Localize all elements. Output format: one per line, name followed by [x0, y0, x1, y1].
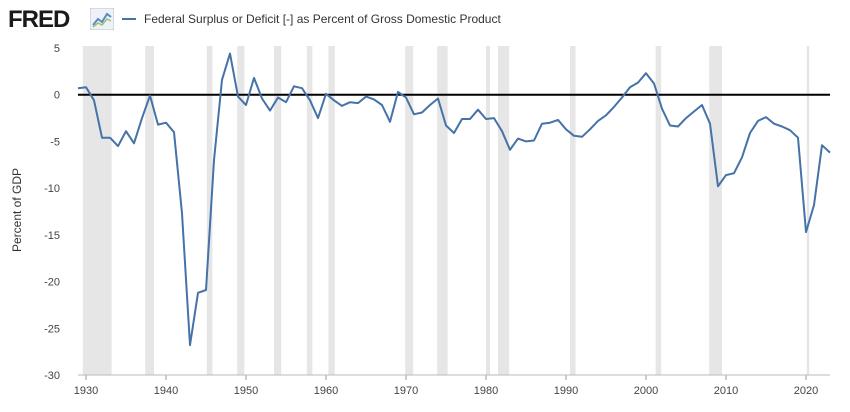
y-tick-label: -25: [44, 323, 60, 335]
x-tick-label: 1970: [394, 385, 418, 397]
y-tick-label: -5: [50, 136, 60, 148]
x-tick-label: 1940: [154, 385, 178, 397]
x-tick-label: 1930: [74, 385, 98, 397]
x-tick-label: 2000: [634, 385, 658, 397]
x-tick-label: 2020: [794, 385, 818, 397]
y-tick-label: -20: [44, 277, 60, 289]
x-tick-label: 1990: [554, 385, 578, 397]
y-tick-label: -15: [44, 230, 60, 242]
x-tick-label: 1960: [314, 385, 338, 397]
x-tick-label: 2010: [714, 385, 738, 397]
x-axis-ticks: 1930 1940 1950 1960 1970 1980 1990 2000 2010 2020: [74, 375, 818, 397]
x-tick-label: 1950: [234, 385, 258, 397]
y-tick-label: 5: [54, 43, 60, 55]
y-tick-label: -10: [44, 183, 60, 195]
y-tick-label: 0: [54, 90, 60, 102]
chart-plot[interactable]: 5 0 -5 -10 -15 -20 -25 -30 1930 1940 1950 1960 1970…: [0, 0, 850, 412]
y-tick-label: -30: [44, 370, 60, 382]
y-axis-ticks: 5 0 -5 -10 -15 -20 -25 -30: [44, 43, 60, 382]
x-tick-label: 1980: [474, 385, 498, 397]
